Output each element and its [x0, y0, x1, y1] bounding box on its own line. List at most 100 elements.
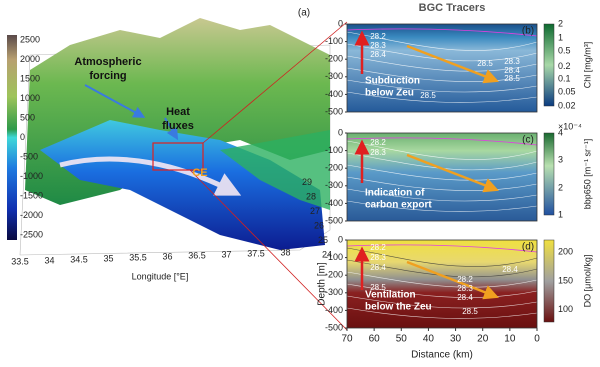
- colorbar-tick: 0.5: [558, 45, 571, 55]
- panel-label: (d): [522, 242, 534, 253]
- contour-label: 28.2: [370, 138, 386, 147]
- contour-line: [346, 164, 538, 181]
- colorbar-tick: 2000: [20, 54, 40, 64]
- annotation: fluxes: [162, 120, 194, 132]
- contour-line: [346, 91, 538, 103]
- colorbar: [543, 132, 555, 216]
- section-title: BGC Tracers: [419, 2, 486, 14]
- colorbar-tick: 200: [558, 247, 573, 257]
- y-tick-label: -500: [325, 106, 343, 116]
- y-tick-label: -200: [325, 163, 343, 173]
- x-tick-label: 0: [534, 334, 540, 345]
- x-tick-label: 60: [369, 334, 381, 345]
- x-tick-label: 35.5: [129, 252, 147, 262]
- colorbar-tick: 150: [558, 275, 573, 285]
- colorbar-tick: 0.1: [558, 73, 571, 83]
- contour-label: 28.3: [370, 148, 386, 157]
- x-tick-label: 50: [396, 334, 408, 345]
- contour-line: [346, 295, 538, 309]
- contour-line: [346, 188, 538, 202]
- section-annotation: Indication of: [365, 188, 425, 199]
- x-tick-label: 30: [450, 334, 462, 345]
- colorbar-tick: 1: [558, 209, 563, 219]
- colorbar-tick: 1000: [20, 93, 40, 103]
- x-tick-label: 20: [477, 334, 489, 345]
- y-tick-label: 0: [338, 18, 343, 28]
- y-tick-label: 0: [338, 127, 343, 137]
- colorbar-tick: 0.2: [558, 61, 571, 71]
- y-tick-label: -100: [325, 252, 343, 262]
- contour-line: [346, 176, 538, 191]
- colorbar-tick: -2000: [20, 210, 43, 220]
- y-tick-label: 29: [302, 177, 312, 187]
- section-annotation: Ventilation: [365, 290, 416, 301]
- x-tick-label: 34: [44, 255, 54, 265]
- x-tick-label: 70: [341, 334, 353, 345]
- section-annotation: carbon export: [365, 200, 432, 211]
- contour-label: 28.2: [370, 243, 386, 252]
- contour-line: [346, 79, 538, 93]
- x-tick-label: 37.5: [247, 248, 265, 258]
- annotation: Heat: [166, 106, 190, 118]
- y-tick-label: 28: [306, 191, 316, 201]
- section-plot: [347, 24, 537, 112]
- x-tick-label: 34.5: [70, 254, 88, 264]
- colorbar-tick: 1500: [20, 73, 40, 83]
- contour-line: [346, 55, 538, 72]
- annotation: Atmospheric: [74, 56, 141, 68]
- contour-label: 28.4: [370, 50, 386, 59]
- y-tick-label: -100: [325, 145, 343, 155]
- section-frame: [346, 239, 538, 329]
- contour-label: 28.2: [370, 32, 386, 41]
- section-plot: [347, 240, 537, 328]
- contour-line: [346, 307, 538, 319]
- colorbar: [543, 23, 555, 107]
- x-tick-label: 33.5: [11, 256, 29, 266]
- mixed-layer-line: [346, 28, 538, 37]
- colorbar-tick: 1: [558, 32, 563, 42]
- colorbar-tick: 0: [20, 132, 25, 142]
- y-tick-label: -300: [325, 71, 343, 81]
- colorbar-tick: -1000: [20, 171, 43, 181]
- contour-line: [346, 283, 538, 298]
- colorbar-tick: 0.05: [558, 86, 576, 96]
- contour-line: [346, 271, 538, 288]
- contour-label: 28.3: [457, 284, 473, 293]
- y-tick-label: 27: [310, 206, 320, 216]
- arrow-down: [406, 153, 499, 193]
- mixed-layer-line: [346, 137, 538, 146]
- contour-label: 28.2: [457, 275, 473, 284]
- x-tick-label: 37: [221, 249, 231, 259]
- section-frame: [346, 23, 538, 113]
- contour-line: [346, 67, 538, 82]
- panel-label: (a): [298, 8, 310, 19]
- y-tick-label: -500: [325, 322, 343, 332]
- contour-label: 28.5: [477, 59, 493, 68]
- x-tick-label: 10: [504, 334, 516, 345]
- colorbar-title: Chl [mg/m³]: [582, 42, 592, 89]
- y-tick-label: -400: [325, 198, 343, 208]
- colorbar-multiplier: ×10⁻⁴: [558, 121, 582, 131]
- y-tick-label: -100: [325, 36, 343, 46]
- x-tick-label: 36: [162, 251, 172, 261]
- y-tick-label: -300: [325, 180, 343, 190]
- colorbar-tick: -1500: [20, 190, 43, 200]
- map-3d: [7, 18, 348, 331]
- colorbar-tick: 0.02: [558, 100, 576, 110]
- y-tick-label: 25: [318, 235, 328, 245]
- arrow-down: [406, 44, 499, 84]
- section-annotation: Subduction: [365, 76, 420, 87]
- y-tick-label: 0: [338, 234, 343, 244]
- contour-label: 28.4: [370, 263, 386, 272]
- colorbar-tick: 2: [558, 18, 563, 28]
- x-tick-label: 40: [423, 334, 435, 345]
- colorbar-title: bbp650 [m⁻¹ sr⁻¹]: [582, 139, 592, 210]
- contour-label: 28.5: [420, 91, 436, 100]
- section-plot: [347, 133, 537, 221]
- section-frame: [346, 132, 538, 222]
- contour-label: 28.4: [504, 66, 520, 75]
- y-tick-label: -400: [325, 305, 343, 315]
- contour-line: [346, 200, 538, 212]
- annotation: CE: [192, 167, 207, 179]
